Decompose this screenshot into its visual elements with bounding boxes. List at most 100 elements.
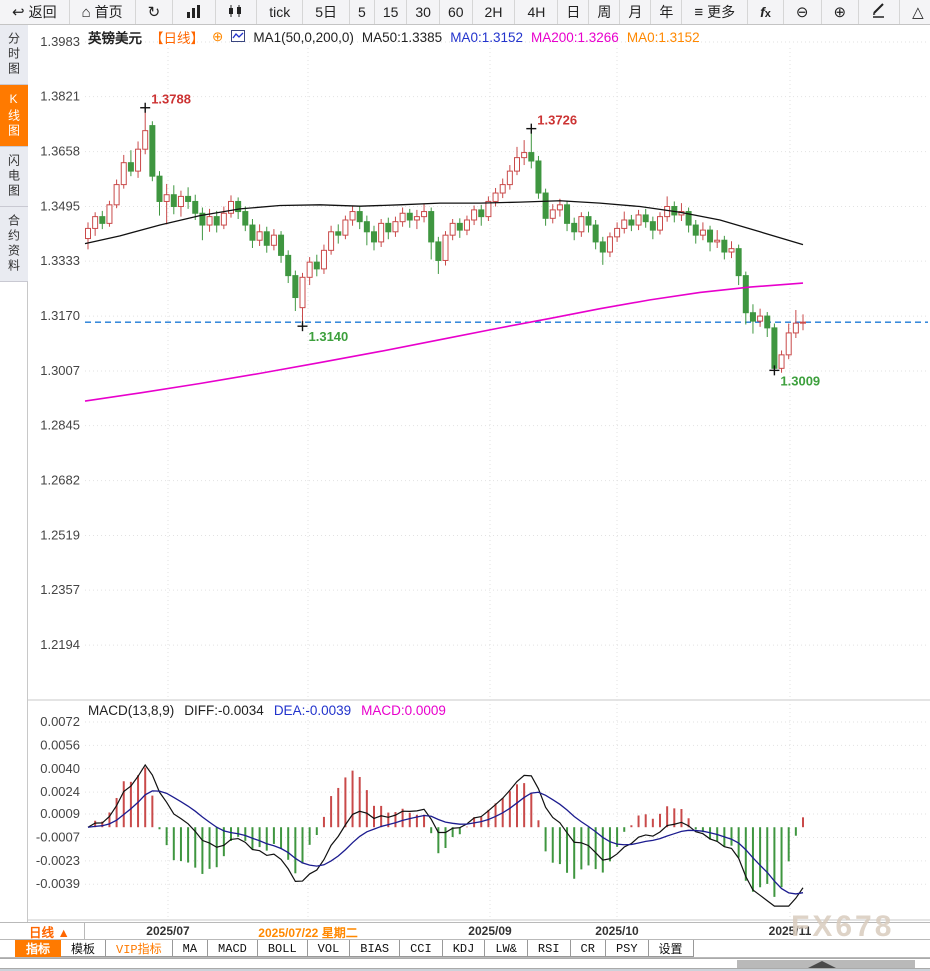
- tab-CCI[interactable]: CCI: [400, 940, 443, 957]
- period-selector-button[interactable]: 日线 ▲: [15, 923, 85, 940]
- ma50-value: MA50:1.3385: [361, 29, 443, 45]
- toolbar-button-月[interactable]: 月: [620, 0, 652, 24]
- toolbar-button-5日[interactable]: 5日: [303, 0, 351, 24]
- x-axis-label: 2025/10: [595, 924, 639, 938]
- sidebar-item-合约资料[interactable]: 合约资料: [0, 207, 28, 282]
- tab-设置[interactable]: 设置: [648, 940, 694, 957]
- price-annotation: 1.3140: [309, 329, 349, 344]
- sidebar-item-分时图[interactable]: 分时图: [0, 25, 28, 85]
- symbol-name: 英镑美元: [88, 31, 142, 46]
- macd-axis-label: 0.0040: [40, 761, 80, 776]
- toolbar-home-icon[interactable]: ⌂ 首页: [70, 0, 136, 24]
- price-axis-label: 1.3170: [40, 308, 80, 323]
- macd-axis-label: -0.0039: [36, 876, 80, 891]
- tab-RSI[interactable]: RSI: [527, 940, 571, 957]
- toolbar-back-arrow-icon[interactable]: ↩ 返回: [0, 0, 70, 24]
- toolbar-button-日[interactable]: 日: [558, 0, 590, 24]
- toolbar-bar-chart-icon[interactable]: [173, 0, 217, 24]
- refresh-icon: ↻: [147, 3, 161, 21]
- bar-chart-icon: [185, 4, 203, 21]
- triangle-icon: △: [912, 3, 924, 21]
- toolbar-button-4H[interactable]: 4H: [515, 0, 559, 24]
- price-annotation: 1.3009: [780, 373, 820, 388]
- ma0-blue-value: MA0:1.3152: [450, 29, 523, 45]
- pencil-icon: [871, 3, 887, 21]
- ma-settings-label: MA1(50,0,200,0): [253, 29, 354, 45]
- tab-CR[interactable]: CR: [570, 940, 606, 957]
- macd-dea-value: DEA:-0.0039: [273, 703, 352, 718]
- sidebar-item-闪电图[interactable]: 闪电图: [0, 147, 28, 207]
- tab-BIAS[interactable]: BIAS: [350, 940, 401, 957]
- add-indicator-icon[interactable]: ⊕: [212, 29, 224, 44]
- bottom-edge-strip: [0, 969, 930, 971]
- price-axis-label: 1.2194: [40, 637, 80, 652]
- candlestick-icon: [228, 4, 244, 21]
- toolbar-menu-icon[interactable]: ≡ 更多: [682, 0, 749, 24]
- period-label: 【日线】: [150, 31, 204, 46]
- sidebar-item-K线图[interactable]: K线图: [0, 85, 28, 147]
- back-arrow-icon: ↩: [12, 3, 25, 21]
- toolbar-candlestick-icon[interactable]: [216, 0, 258, 24]
- macd-axis-label: 0.0072: [40, 714, 80, 729]
- price-axis-label: 1.2682: [40, 473, 80, 488]
- tab-KDJ[interactable]: KDJ: [442, 940, 486, 957]
- toolbar-pencil-icon[interactable]: [859, 0, 901, 24]
- toolbar-refresh-icon[interactable]: ↻: [136, 0, 174, 24]
- menu-icon: ≡: [694, 3, 704, 21]
- scroll-up-arrow-icon[interactable]: [808, 961, 836, 968]
- ma200-value: MA200:1.3266: [531, 29, 619, 45]
- x-axis-label: 2025/09: [468, 924, 512, 938]
- top-toolbar: ↩ 返回 ⌂ 首页 ↻ tick 5日 5 15 30 60 2H 4H 日周月年 ≡ 更多 fx ⊖ ⊕ △: [0, 0, 930, 25]
- price-axis-label: 1.2519: [40, 528, 80, 543]
- price-axis-label: 1.2357: [40, 582, 80, 597]
- toolbar-fx-icon[interactable]: fx: [748, 0, 784, 24]
- toolbar-zoom-in-icon[interactable]: ⊕: [822, 0, 860, 24]
- chart-type-sidebar: 分时图 K线图 闪电图 合约资料: [0, 25, 28, 922]
- x-axis-label: 2025/07: [146, 924, 190, 938]
- price-annotation: 1.3726: [537, 113, 577, 128]
- tab-MACD[interactable]: MACD: [208, 940, 258, 957]
- home-icon: ⌂: [81, 3, 91, 21]
- macd-title: MACD(13,8,9): [88, 703, 175, 718]
- toolbar-button-2H[interactable]: 2H: [473, 0, 516, 24]
- horizontal-scrollbar[interactable]: [0, 958, 930, 969]
- tab-MA[interactable]: MA: [172, 940, 209, 957]
- tab-PSY[interactable]: PSY: [605, 940, 649, 957]
- toolbar-button-60[interactable]: 60: [440, 0, 473, 24]
- toolbar-button-5[interactable]: 5: [350, 0, 375, 24]
- tab-VIP指标[interactable]: VIP指标: [106, 940, 173, 957]
- tab-指标[interactable]: 指标: [15, 940, 62, 957]
- fx-icon: fx: [760, 4, 771, 20]
- tab-VOL[interactable]: VOL: [307, 940, 351, 957]
- macd-diff-value: DIFF:-0.0034: [184, 703, 264, 718]
- price-axis-label: 1.3983: [40, 34, 80, 49]
- toolbar-zoom-out-icon[interactable]: ⊖: [784, 0, 822, 24]
- ma0-orange-value: MA0:1.3152: [626, 29, 700, 45]
- indicator-tabs: 指标 模板 VIP指标 MA MACD BOLL VOL BIAS CCI KDJ LW& RSI CR…: [0, 940, 930, 958]
- macd-axis-label: 0.0009: [40, 806, 80, 821]
- toolbar-button-tick[interactable]: tick: [257, 0, 304, 24]
- toolbar-triangle-icon[interactable]: △: [900, 0, 930, 24]
- price-axis-label: 1.3333: [40, 253, 80, 268]
- x-axis-label: 2025/11: [768, 924, 812, 938]
- price-annotation: 1.3788: [151, 92, 191, 107]
- line-chart-icon: [231, 29, 246, 45]
- macd-axis-label: 0.0024: [40, 784, 80, 799]
- price-axis-label: 1.3495: [40, 199, 80, 214]
- zoom-in-icon: ⊕: [833, 3, 847, 21]
- tab-BOLL[interactable]: BOLL: [257, 940, 308, 957]
- macd-axis-label: -0.0007: [36, 829, 80, 844]
- tab-模板[interactable]: 模板: [61, 940, 107, 957]
- macd-axis-label: -0.0023: [36, 853, 80, 868]
- macd-header: MACD(13,8,9) DIFF:-0.0034 DEA:-0.0039 MA…: [88, 703, 446, 718]
- toolbar-button-周[interactable]: 周: [589, 0, 621, 24]
- toolbar-button-15[interactable]: 15: [375, 0, 408, 24]
- tab-LW&[interactable]: LW&: [485, 940, 528, 957]
- toolbar-button-年[interactable]: 年: [651, 0, 683, 24]
- zoom-out-icon: ⊖: [795, 3, 809, 21]
- x-axis-row: 日线 ▲ 2025/07 2025/07/22 星期二 2025/09 2025/10…: [0, 922, 930, 940]
- toolbar-button-30[interactable]: 30: [407, 0, 440, 24]
- chart-header: 英镑美元 【日线】 ⊕ MA1(50,0,200,0) MA50:1.3385 …: [88, 27, 700, 47]
